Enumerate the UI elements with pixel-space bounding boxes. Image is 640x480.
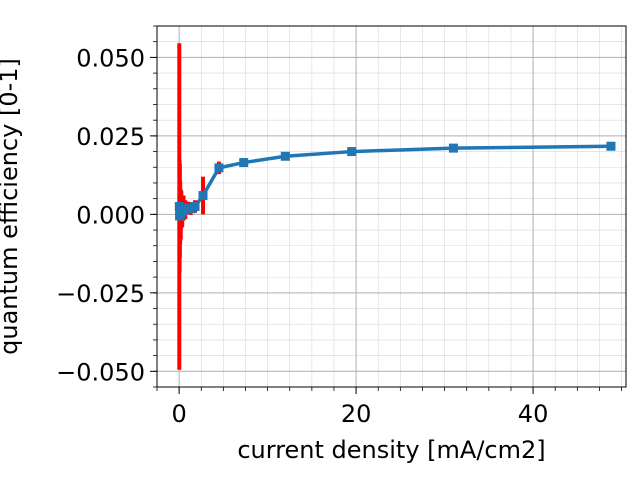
x-tick-label: 0 <box>171 400 186 428</box>
data-point-marker <box>448 143 458 153</box>
error-bars <box>177 43 613 370</box>
data-point-marker <box>606 141 616 151</box>
data-point-marker <box>190 202 200 211</box>
y-tick-label: 0.025 <box>76 123 145 151</box>
data-point-marker <box>280 151 290 161</box>
data-point-marker <box>198 191 208 201</box>
y-tick-label: −0.025 <box>56 280 145 308</box>
series-line <box>177 144 611 218</box>
series <box>174 141 616 221</box>
x-tick-label: 40 <box>518 400 549 428</box>
data-point-marker <box>214 163 224 173</box>
tick-labels: 0 20 40 −0.050 −0.025 0.000 0.025 0.050 <box>56 44 548 428</box>
x-tick-label: 20 <box>341 400 372 428</box>
minor-grid <box>156 25 626 388</box>
y-tick-label: −0.050 <box>56 358 145 386</box>
y-axis-label: quantum efficiency [0-1] <box>0 58 23 355</box>
plot-frame <box>156 25 627 388</box>
data-point-marker <box>347 147 357 157</box>
axis-ticks <box>150 25 622 394</box>
data-point-marker <box>239 158 249 168</box>
y-tick-label: 0.000 <box>76 201 145 229</box>
major-grid <box>157 26 626 387</box>
y-tick-label: 0.050 <box>76 44 145 72</box>
x-axis-label: current density [mA/cm2] <box>237 436 545 464</box>
